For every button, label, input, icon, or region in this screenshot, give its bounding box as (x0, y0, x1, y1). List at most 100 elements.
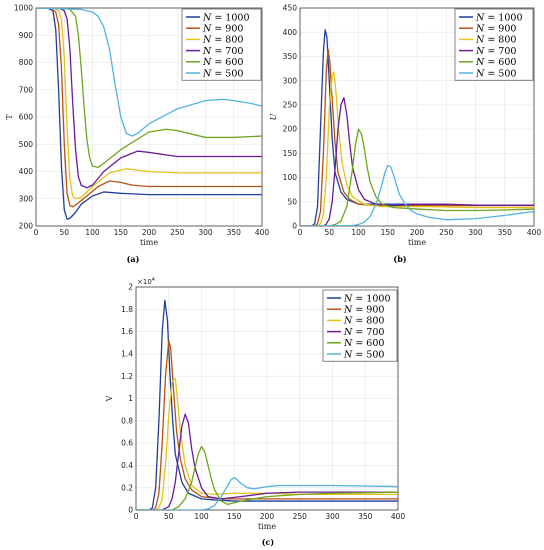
x-tick-label: 350 (358, 512, 373, 521)
legend-entry: N = 800 (202, 35, 243, 46)
y-tick-label: 1.4 (121, 350, 133, 359)
series-line-5 (136, 445, 398, 510)
x-tick-label: 200 (142, 228, 157, 237)
x-tick-label: 400 (391, 512, 406, 521)
x-tick-label: 300 (468, 228, 483, 237)
y-tick-label: 300 (283, 76, 298, 85)
x-tick-label: 400 (255, 228, 270, 237)
x-tick-label: 350 (227, 228, 242, 237)
chart-panel-3: 0 50 100 150 200 250 300 350 400 0 0.2 0.4 0.6 0.8 1 1.… (105, 277, 405, 547)
y-tick-label: 0.8 (121, 416, 133, 425)
series-line-4 (136, 413, 398, 510)
y-tick-label: 1.2 (121, 372, 133, 381)
y-tick-label: 250 (283, 100, 298, 109)
x-tick-label: 200 (260, 512, 275, 521)
x-tick-label: 350 (498, 228, 513, 237)
x-tick-label: 400 (527, 228, 542, 237)
series-line-4 (300, 96, 534, 226)
legend-entry: N = 700 (343, 327, 384, 338)
series-line-5 (300, 128, 534, 226)
y-tick-label: 0 (292, 222, 297, 231)
x-tick-label: 0 (298, 228, 303, 237)
legend-entry: N = 800 (343, 316, 384, 327)
y-tick-label: 900 (19, 31, 34, 40)
x-tick-label: 100 (85, 228, 100, 237)
y-tick-label: 1 (128, 394, 133, 403)
y-axis-label: U (269, 113, 278, 120)
legend-box (454, 8, 534, 81)
x-axis-label: time (408, 238, 426, 247)
y-tick-label: 50 (287, 197, 297, 206)
panel-caption: (a) (127, 254, 140, 264)
legend-box (322, 289, 398, 362)
x-tick-label: 150 (381, 228, 396, 237)
x-tick-label: 150 (114, 228, 129, 237)
panel-caption: (c) (262, 537, 275, 547)
legend-entry: N = 500 (343, 349, 384, 360)
series-line-1 (36, 8, 262, 220)
x-tick-label: 50 (164, 512, 174, 521)
y-tick-label: 500 (19, 140, 34, 149)
x-tick-label: 250 (439, 228, 454, 237)
series-line-2 (136, 339, 398, 510)
y-tick-label: 300 (19, 194, 34, 203)
legend-entry: N = 800 (475, 35, 516, 46)
y-axis-label: V (105, 395, 114, 402)
legend-entry: N = 1000 (202, 12, 250, 23)
legend-entry: N = 700 (202, 46, 243, 57)
series-line-4 (36, 8, 262, 189)
axes-frame (35, 7, 263, 227)
y-tick-label: 800 (19, 58, 34, 67)
legend-entry: N = 900 (202, 24, 243, 35)
legend-entry: N = 1000 (343, 293, 391, 304)
axes-frame (299, 7, 535, 227)
x-tick-label: 250 (293, 512, 308, 521)
y-axis-label: T (5, 114, 14, 120)
y-tick-label: 200 (19, 222, 34, 231)
series-line-3 (36, 8, 262, 200)
y-tick-label: 0.4 (121, 461, 133, 470)
axes-frame (135, 286, 399, 511)
y-tick-label: 600 (19, 113, 34, 122)
x-tick-label: 150 (227, 512, 242, 521)
x-tick-label: 50 (324, 228, 334, 237)
x-tick-label: 250 (170, 228, 185, 237)
x-tick-label: 200 (410, 228, 425, 237)
legend-entry: N = 600 (343, 338, 384, 349)
x-tick-label: 300 (198, 228, 213, 237)
series-line-6 (136, 477, 398, 510)
y-tick-label: 150 (283, 149, 298, 158)
y-tick-label: 400 (19, 167, 34, 176)
legend-entry: N = 1000 (475, 12, 523, 23)
series-line-5 (36, 8, 262, 169)
legend-entry: N = 600 (202, 57, 243, 68)
legend-entry: N = 500 (202, 68, 243, 79)
series-line-2 (300, 48, 534, 226)
y-tick-label: 0.6 (121, 439, 133, 448)
legend-entry: N = 900 (343, 305, 384, 316)
chart-panel-1: 0 50 100 150 200 250 300 350 400 200 300 400 500 600 7… (5, 4, 269, 264)
y-tick-label: 1.6 (121, 327, 133, 336)
y-exponent-label: ×104 (137, 277, 155, 286)
y-tick-label: 2 (128, 283, 133, 292)
panel-caption: (b) (393, 254, 406, 264)
x-tick-label: 100 (194, 512, 209, 521)
x-axis-label: time (140, 238, 158, 247)
y-tick-label: 100 (283, 173, 298, 182)
x-tick-label: 0 (34, 228, 39, 237)
series-line-6 (36, 8, 262, 137)
chart-panel-2: 0 50 100 150 200 250 300 350 400 0 50 100 150 200 250 3… (269, 4, 541, 264)
legend-entry: N = 900 (475, 24, 516, 35)
series-line-2 (36, 8, 262, 208)
legend-entry: N = 500 (475, 68, 516, 79)
series-line-6 (300, 164, 534, 226)
x-tick-label: 300 (325, 512, 340, 521)
y-tick-label: 200 (283, 125, 298, 134)
y-tick-label: 0.2 (121, 483, 133, 492)
y-tick-label: 400 (283, 28, 298, 37)
y-tick-label: 450 (283, 4, 298, 13)
